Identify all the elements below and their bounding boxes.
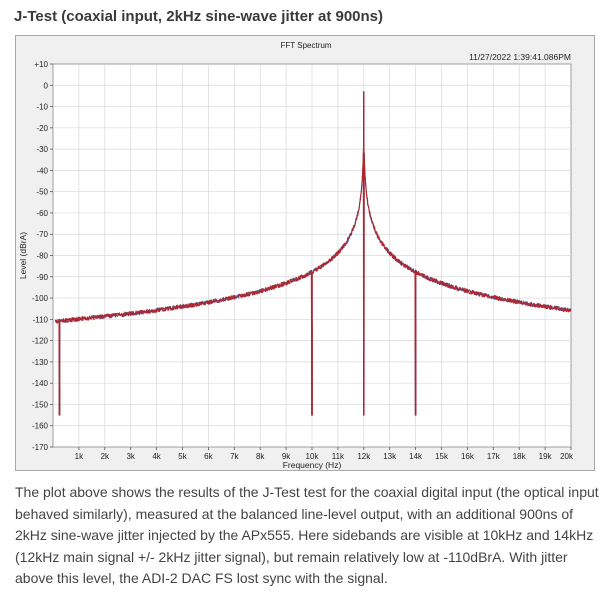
x-tick-label: 8k <box>256 452 265 461</box>
x-tick-label: 15k <box>435 452 449 461</box>
y-tick-label: -50 <box>36 188 48 197</box>
x-tick-label: 18k <box>513 452 527 461</box>
chart-timestamp: 11/27/2022 1:39:41.086PM <box>469 52 571 62</box>
x-tick-label: 7k <box>230 452 239 461</box>
x-tick-label: 5k <box>178 452 187 461</box>
y-tick-label: -100 <box>32 294 49 303</box>
x-tick-label: 2k <box>101 452 110 461</box>
x-tick-label: 9k <box>282 452 291 461</box>
fft-spectrum-chart: FFT Spectrum 11/27/2022 1:39:41.086PM AP… <box>18 41 574 470</box>
x-tick-label: 10k <box>306 452 320 461</box>
y-tick-label: -70 <box>36 230 48 239</box>
y-tick-label: -20 <box>36 124 48 133</box>
y-tick-label: -170 <box>32 443 49 452</box>
x-axis-label: Frequency (Hz) <box>283 460 342 470</box>
y-tick-label: -130 <box>32 358 49 367</box>
x-tick-label: 17k <box>487 452 501 461</box>
x-tick-label: 20k <box>560 452 574 461</box>
y-tick-label: -150 <box>32 400 49 409</box>
chart-title: FFT Spectrum <box>281 41 332 50</box>
y-tick-label: -80 <box>36 252 48 261</box>
y-tick-label: -140 <box>32 379 49 388</box>
x-tick-label: 13k <box>383 452 397 461</box>
x-axis-ticks: 1k 2k 3k 4k 5k 6k 7k 8k 9k 10k 11k 12k 13k 14k 15k 16k 1… <box>75 447 574 461</box>
y-tick-label: +10 <box>34 60 48 69</box>
y-tick-label: -90 <box>36 273 48 282</box>
x-tick-label: 3k <box>126 452 135 461</box>
x-tick-label: 4k <box>152 452 161 461</box>
series-line-ch1 <box>54 91 572 416</box>
x-tick-label: 14k <box>409 452 423 461</box>
x-tick-label: 12k <box>357 452 371 461</box>
y-tick-label: -10 <box>36 103 48 112</box>
y-tick-label: -120 <box>32 337 49 346</box>
x-tick-label: 1k <box>75 452 84 461</box>
y-tick-label: -160 <box>32 422 49 431</box>
grid-lines <box>53 64 571 447</box>
y-tick-label: -30 <box>36 145 48 154</box>
page-heading: J-Test (coaxial input, 2kHz sine-wave ji… <box>14 8 384 25</box>
y-axis-label: Level (dBrA) <box>18 232 28 279</box>
y-tick-label: -110 <box>33 315 49 324</box>
fft-chart-panel: FFT Spectrum 11/27/2022 1:39:41.086PM AP… <box>15 35 595 471</box>
y-axis-ticks: +10 0 -10 -20 -30 -40 -50 -60 -70 -80 -90 -100 -110 -… <box>32 60 53 452</box>
y-tick-label: 0 <box>44 81 49 90</box>
x-tick-label: 16k <box>461 452 475 461</box>
series-layer <box>54 91 572 416</box>
y-tick-label: -40 <box>36 166 48 175</box>
y-tick-label: -60 <box>36 209 48 218</box>
x-tick-label: 19k <box>539 452 553 461</box>
caption-paragraph: The plot above shows the results of the … <box>15 484 599 586</box>
x-tick-label: 6k <box>204 452 213 461</box>
x-tick-label: 11k <box>332 452 345 461</box>
